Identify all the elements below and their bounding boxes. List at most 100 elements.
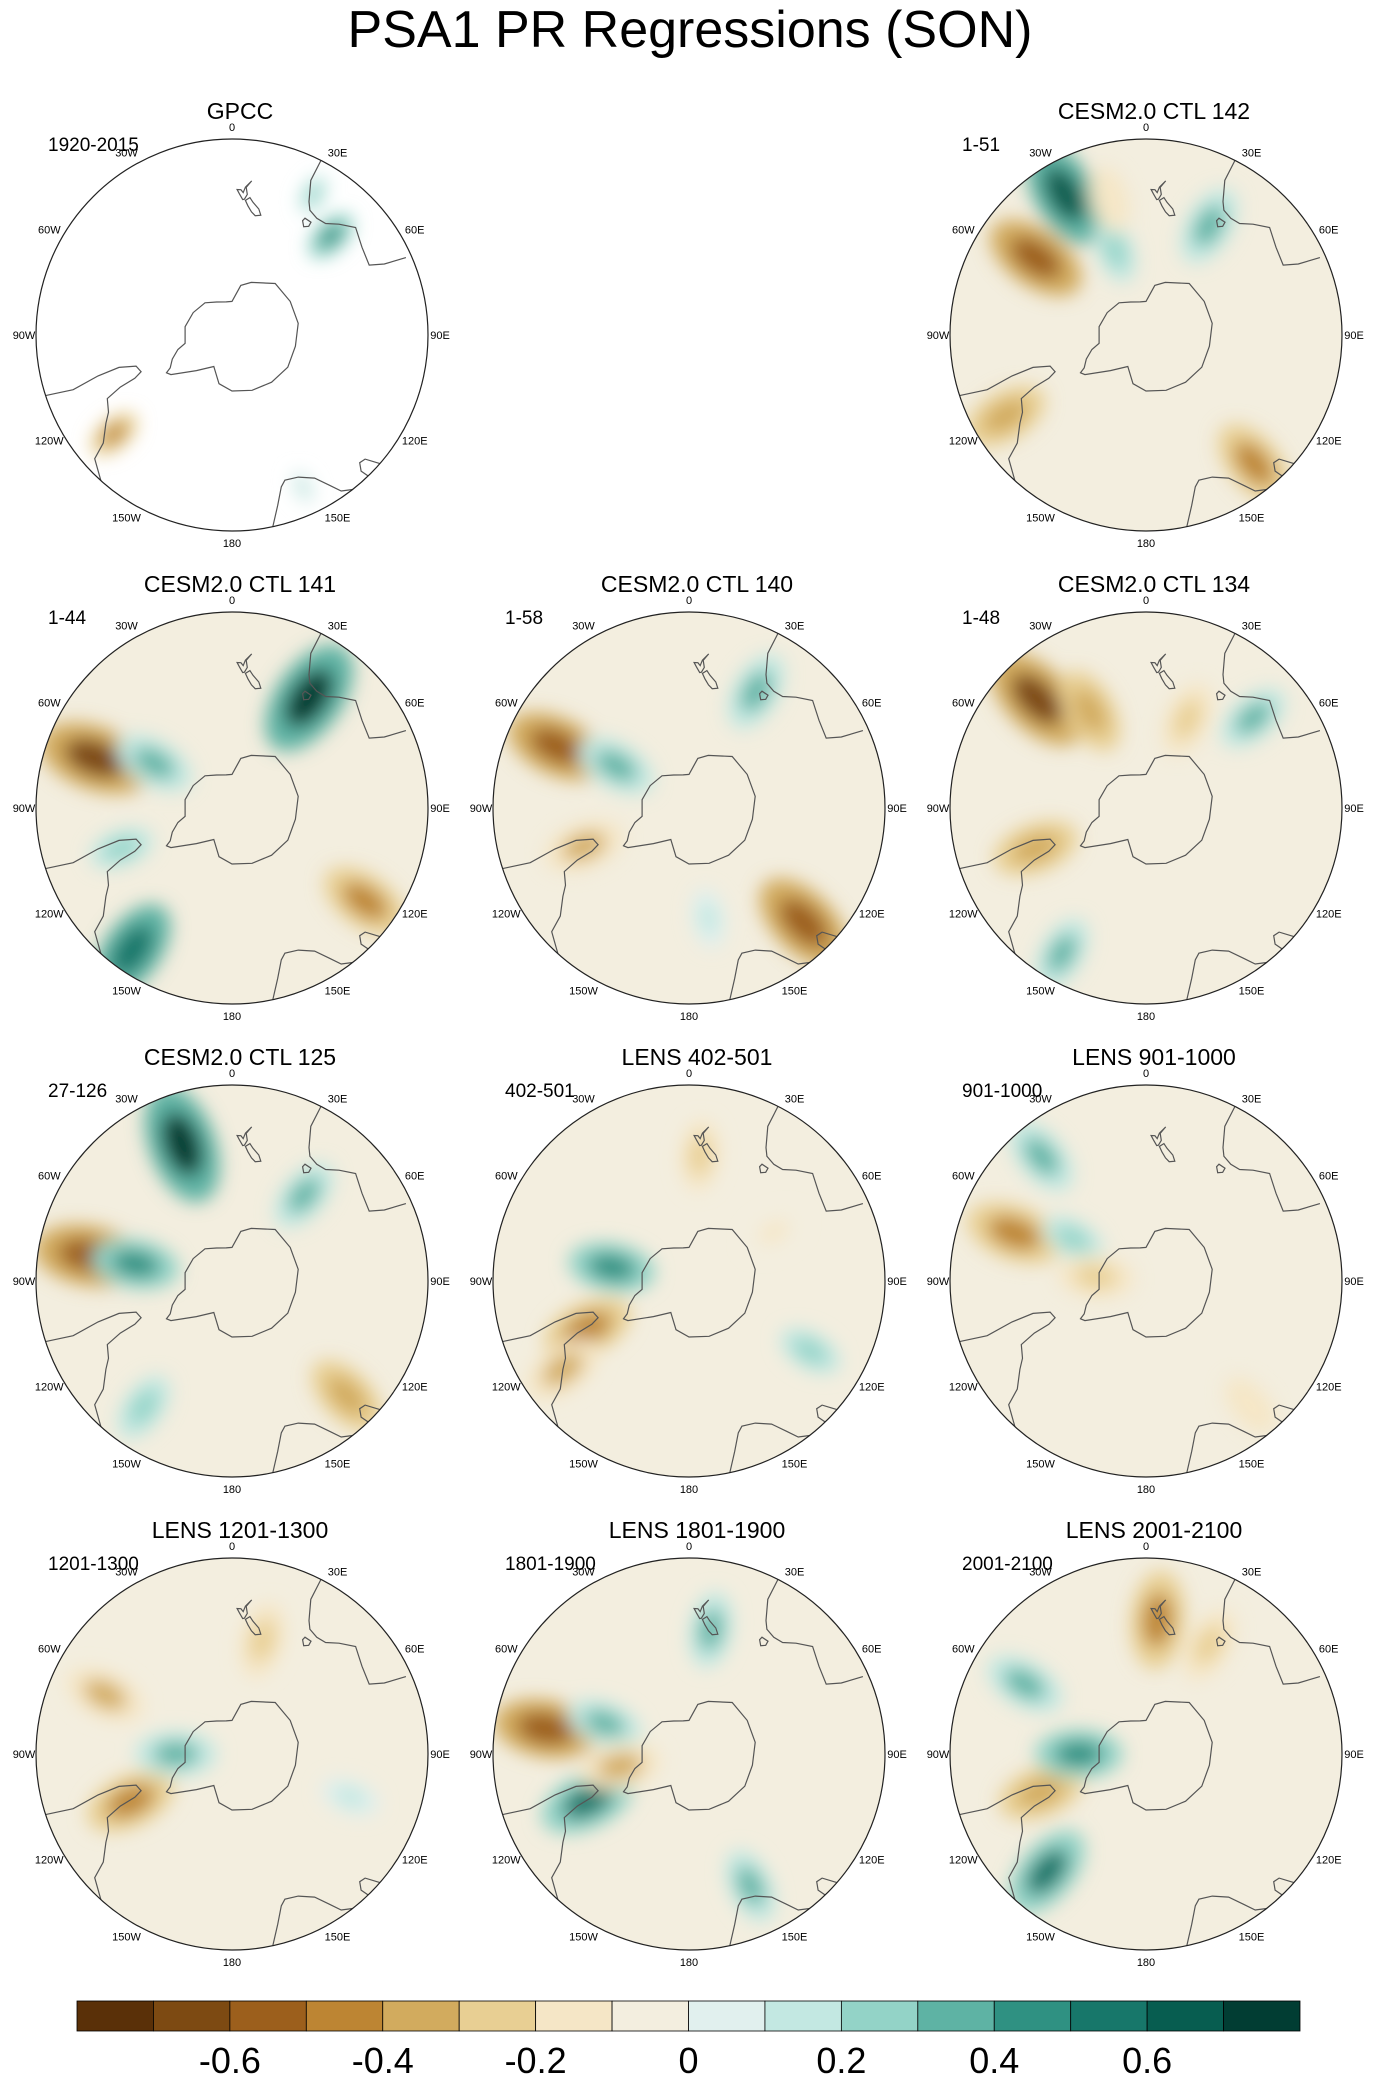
polar-map: 0 30E 60E 90E 120E 150E 180 150W 120W 90W 60W 30W: [13, 122, 450, 550]
lon-label: 60W: [38, 1171, 61, 1183]
lon-label: 120E: [402, 436, 428, 448]
lon-label: 90E: [430, 1749, 450, 1761]
coastline-africa: [729, 949, 810, 1000]
panel-lens1801: LENS 1801-1900 1801-1900 0 30E 60E 90E 120E 150…: [467, 1507, 927, 1980]
coastline-antarctica: [1079, 754, 1213, 865]
lon-label: 120W: [949, 436, 978, 448]
lon-label: 90W: [13, 1749, 36, 1761]
panel-title: CESM2.0 CTL 125: [143, 1044, 337, 1070]
lon-label: 60E: [405, 1644, 425, 1656]
anomaly-wet-4: [1193, 205, 1225, 247]
lon-label: 30E: [785, 1093, 805, 1105]
colorbar-swatch: [611, 2000, 689, 2032]
colorbar-tick-label: -0.2: [505, 2040, 567, 2081]
polar-map: 0 30E 60E 90E 120E 150E 180 150W 120W 90W 60W 30W: [927, 1541, 1364, 1969]
coastline-africa: [1186, 476, 1267, 527]
colorbar-swatch: [993, 2000, 1072, 2032]
lon-label: 120W: [35, 436, 64, 448]
lon-label: 60E: [862, 1644, 882, 1656]
lon-label: 30W: [572, 1093, 595, 1105]
lon-label: 150W: [569, 1459, 598, 1471]
lon-label: 30E: [328, 620, 348, 632]
lon-label: 0: [686, 1068, 692, 1080]
coastline-africa: [1186, 1895, 1267, 1946]
panel-title: LENS 1801-1900: [608, 1517, 786, 1543]
coastline-nzSouth: [244, 1615, 262, 1636]
lon-label: 90W: [470, 803, 493, 815]
lon-label: 120W: [35, 1855, 64, 1867]
lon-label: 30W: [1029, 620, 1052, 632]
lon-label: 60W: [38, 1644, 61, 1656]
coastline-southAmerica: [959, 1311, 1056, 1427]
anomaly-dry-3: [758, 1220, 789, 1244]
panel-lens402: LENS 402-501 402-501 0 30E 60E 90E 120E 150E 180…: [467, 1034, 927, 1507]
lon-label: 0: [1143, 1541, 1149, 1553]
anomaly-dry-5: [597, 1753, 643, 1780]
anomaly-wet-1: [562, 1783, 613, 1820]
lon-label: 60W: [952, 225, 975, 237]
lon-label: 30W: [115, 1566, 138, 1578]
anomaly-wet-4: [287, 1177, 321, 1214]
coastline-southAmerica: [45, 365, 142, 481]
anomaly-wet-1: [1043, 166, 1086, 222]
polar-map: 0 30E 60E 90E 120E 150E 180 150W 120W 90W 60W 30W: [13, 595, 450, 1023]
lon-label: 180: [1137, 538, 1155, 550]
coastline-madagascar: [816, 931, 838, 950]
anomaly-wet-1: [161, 1112, 203, 1177]
panel-title: LENS 901-1000: [1072, 1044, 1236, 1070]
lon-label: 150E: [782, 1932, 808, 1944]
anomaly-dry-0: [101, 422, 127, 446]
lon-label: 60E: [405, 698, 425, 710]
colorbar-tick-label: -0.4: [352, 2040, 414, 2081]
lon-label: 60W: [952, 1171, 975, 1183]
coastline-antarctica: [1079, 1227, 1213, 1338]
coastline-africa: [1186, 1422, 1267, 1473]
lon-label: 120W: [492, 1855, 521, 1867]
lon-label: 90W: [927, 1276, 950, 1288]
coastline-madagascar: [359, 458, 381, 477]
map-boundary: [492, 1557, 886, 1951]
coastline-australia: [308, 1106, 407, 1212]
polar-map: 0 30E 60E 90E 120E 150E 180 150W 120W 90W 60W 30W: [927, 1068, 1364, 1496]
lon-label: 150E: [1239, 1459, 1265, 1471]
colorbar-swatch: [382, 2000, 460, 2032]
lon-label: 90E: [1344, 803, 1364, 815]
map-boundary: [949, 1084, 1343, 1478]
lon-label: 150W: [569, 986, 598, 998]
lon-label: 30W: [572, 1566, 595, 1578]
coastline-southAmerica: [45, 838, 142, 954]
coastline-southAmerica: [502, 1311, 599, 1427]
coastline-antarctica: [165, 1227, 299, 1338]
panel-ctl134: CESM2.0 CTL 134 1-48 0 30E 60E 90E 120E 150E 180…: [924, 561, 1380, 1034]
panel-title: GPCC: [206, 98, 274, 124]
colorbar-swatch: [1146, 2000, 1224, 2032]
anomaly-dry-3: [83, 1679, 127, 1710]
lon-label: 180: [223, 1484, 241, 1496]
anomaly-wet-2: [153, 1741, 199, 1767]
coastline-nzSouth: [244, 196, 262, 217]
colorbar-swatch: [76, 2000, 154, 2032]
anomaly-dry-5: [1012, 833, 1059, 864]
lon-label: 90W: [13, 330, 36, 342]
lon-label: 90W: [927, 803, 950, 815]
anomaly-dry-0: [1142, 1592, 1173, 1648]
lon-label: 180: [223, 1957, 241, 1969]
coastline-madagascar: [1273, 931, 1295, 950]
lon-label: 30E: [1242, 1566, 1262, 1578]
lon-label: 150W: [1026, 1459, 1055, 1471]
anomaly-dry-2: [1073, 689, 1107, 733]
panel-period: 901-1000: [962, 1081, 1043, 1102]
anomaly-dry-1: [249, 1619, 275, 1662]
lon-label: 150E: [782, 986, 808, 998]
figure-title: PSA1 PR Regressions (SON): [347, 1, 1033, 59]
panel-period: 27-126: [48, 1081, 108, 1102]
coastline-australia: [308, 160, 407, 266]
coastline-antarctica: [165, 281, 299, 392]
lon-label: 0: [229, 1541, 235, 1553]
polar-map: 0 30E 60E 90E 120E 150E 180 150W 120W 90W 60W 30W: [470, 1541, 907, 1969]
coastline-antarctica: [622, 1227, 756, 1338]
panel-ctl140: CESM2.0 CTL 140 1-58 0 30E 60E 90E 120E 150E 180…: [467, 561, 927, 1034]
coastline-africa: [272, 476, 353, 527]
panel-period: 1201-1300: [48, 1554, 139, 1575]
coastline-nzSouth: [1158, 1615, 1176, 1636]
